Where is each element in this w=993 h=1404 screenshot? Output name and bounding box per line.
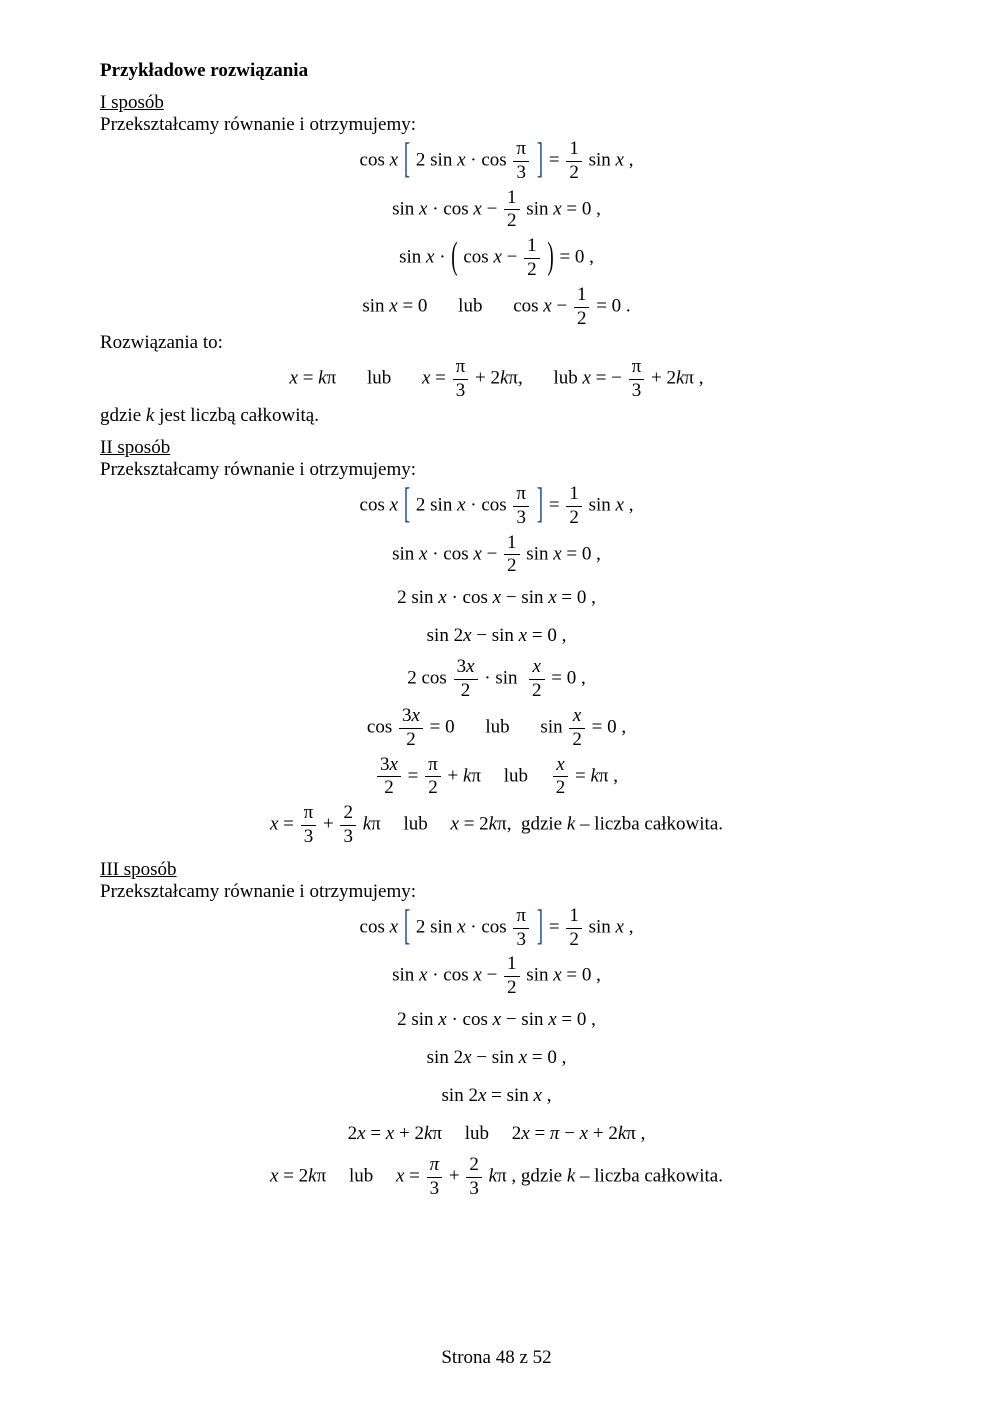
lub-text: lub	[403, 814, 427, 835]
transform-line-3: Przekształcamy równanie i otrzymujemy:	[100, 881, 893, 903]
m1-eq3: sin x · ( cos x − 12 ) = 0 ,	[100, 235, 893, 282]
m2-eq6: cos 3x2 = 0 lub sin x2 = 0 ,	[100, 705, 893, 752]
solutions-label: Rozwiązania to:	[100, 332, 893, 354]
page: Przykładowe rozwiązania I sposób Przeksz…	[0, 0, 993, 1404]
m2-eq5: 2 cos 3x2 · sin x2 = 0 ,	[100, 656, 893, 703]
m1-eq5: x = kπ lub x = π3 + 2kπ, lub x = − π3 + …	[100, 356, 893, 403]
lub-text: lub	[553, 368, 577, 389]
m3-eq5: sin 2x = sin x ,	[100, 1078, 893, 1114]
lub-text: lub	[349, 1166, 373, 1187]
m3-eq6: 2x = x + 2kπ lub 2x = π − x + 2kπ ,	[100, 1116, 893, 1152]
lub-text: lub	[367, 368, 391, 389]
m3-eq3: 2 sin x · cos x − sin x = 0 ,	[100, 1002, 893, 1038]
transform-line-2: Przekształcamy równanie i otrzymujemy:	[100, 459, 893, 481]
section-heading: Przykładowe rozwiązania	[100, 60, 893, 82]
m3-eq7: x = 2kπ lub x = π3 + 23 kπ , gdzie k – l…	[100, 1154, 893, 1201]
lub-text: lub	[504, 765, 528, 786]
m3-eq2: sin x · cos x − 12 sin x = 0 ,	[100, 953, 893, 1000]
lub-text: lub	[465, 1123, 489, 1144]
m2-eq2: sin x · cos x − 12 sin x = 0 ,	[100, 532, 893, 579]
method3-title: III sposób	[100, 859, 893, 881]
page-footer: Strona 48 z 52	[0, 1347, 993, 1369]
m2-eq3: 2 sin x · cos x − sin x = 0 ,	[100, 580, 893, 616]
m3-eq1: cos x [ 2 sin x · cos π3 ] = 12 sin x ,	[100, 905, 893, 952]
m1-eq1: cos x [ 2 sin x · cos π3 ] = 12 sin x ,	[100, 138, 893, 185]
m2-eq7: 3x2 = π2 + kπ lub x2 = kπ ,	[100, 754, 893, 801]
m2-eq4: sin 2x − sin x = 0 ,	[100, 618, 893, 654]
lub-text: lub	[458, 295, 482, 316]
where-integer: gdzie k jest liczbą całkowitą.	[100, 405, 893, 427]
method2-title: II sposób	[100, 437, 893, 459]
m2-eq8: x = π3 + 23 kπ lub x = 2kπ, gdzie k – li…	[100, 802, 893, 849]
m2-eq1: cos x [ 2 sin x · cos π3 ] = 12 sin x ,	[100, 483, 893, 530]
method1-title: I sposób	[100, 92, 893, 114]
m1-eq4: sin x = 0 lub cos x − 12 = 0 .	[100, 284, 893, 331]
transform-line-1: Przekształcamy równanie i otrzymujemy:	[100, 114, 893, 136]
m1-eq2: sin x · cos x − 12 sin x = 0 ,	[100, 187, 893, 234]
m3-eq4: sin 2x − sin x = 0 ,	[100, 1040, 893, 1076]
lub-text: lub	[485, 717, 509, 738]
